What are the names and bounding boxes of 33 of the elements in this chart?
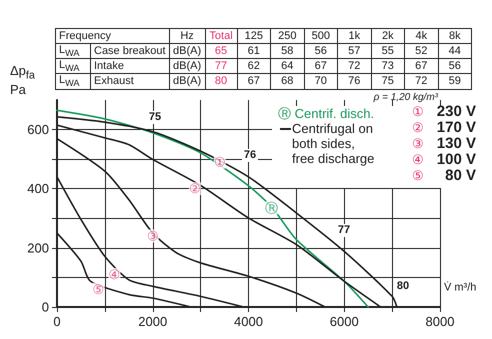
- annotation: ① 230 V: [412, 103, 476, 120]
- x-tick-label: 0: [53, 314, 61, 329]
- y-tick-label: 400: [27, 181, 49, 196]
- x-axis-title: V̇ m³/h: [444, 280, 476, 294]
- text: ⑤ 80 V: [412, 167, 476, 184]
- annotation: Centrifugal on both sides, free discharge: [291, 121, 376, 166]
- x-tick-label: 2000: [138, 314, 168, 329]
- text: L$_{WA}$ Case breakout dB(A) 65 61 58 56 57 55 52 44: [59, 44, 461, 58]
- x-tick-label: 6000: [330, 314, 359, 329]
- x-tick-label: 8000: [426, 314, 454, 329]
- annotation: 75: [147, 111, 163, 124]
- y-axis-title: Δp$_{fa}$ Pa: [10, 63, 36, 97]
- annotation: Ⓡ Centrif. disch.: [278, 106, 376, 121]
- annotation: 76: [242, 149, 258, 162]
- annotation: ② 170 V: [412, 119, 476, 136]
- annotation: 80: [395, 280, 411, 293]
- annotation: ③ 130 V: [412, 135, 476, 152]
- text: L$_{WA}$ Exhaust dB(A) 80 67 68 70 76 75 72 59: [59, 74, 461, 89]
- y-tick-label: 200: [27, 240, 49, 256]
- y-tick-label: 600: [27, 122, 49, 138]
- text: L$_{WA}$ Intake dB(A) 77 62 64 67 72 73 67 56: [59, 59, 461, 74]
- annotation: ①: [214, 154, 226, 170]
- annotation: ③: [146, 228, 159, 244]
- text: Frequency Hz Total 125 250 500 1k 2k 4k 8k: [59, 30, 461, 42]
- annotation: ⑤: [92, 282, 105, 297]
- annotation: ②: [188, 181, 201, 196]
- x-tick-label: 4000: [234, 314, 263, 329]
- y-tick-label: 0: [42, 300, 49, 314]
- annotation: 77: [336, 224, 352, 237]
- annotation: ④: [108, 266, 120, 282]
- annotation: ④ 100 V: [412, 151, 476, 168]
- annotation: ρ = 1,20 kg/m³: [374, 92, 438, 103]
- annotation: Ⓡ: [264, 200, 278, 216]
